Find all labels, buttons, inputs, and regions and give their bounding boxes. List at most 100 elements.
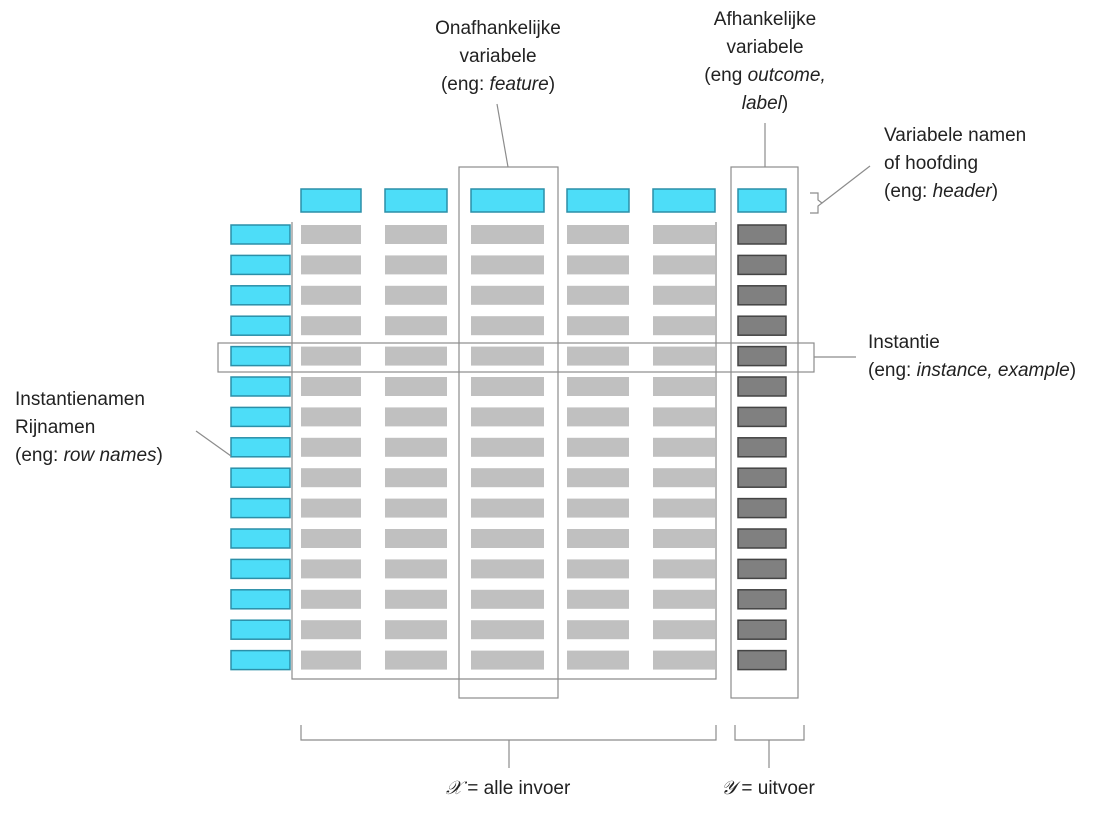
row-names-label: Instantienamen Rijnamen (eng: row names) bbox=[15, 389, 163, 466]
row-name-cell bbox=[230, 406, 291, 428]
feature-cell bbox=[385, 377, 447, 396]
feature-cell bbox=[301, 589, 361, 609]
outcome-cell bbox=[737, 285, 787, 306]
row-name-cell bbox=[230, 376, 291, 397]
feature-cell bbox=[301, 529, 361, 548]
row-name-cell bbox=[230, 437, 291, 458]
header-pointer-line bbox=[821, 165, 871, 204]
row-name-cell bbox=[230, 315, 291, 336]
header-cell-5 bbox=[652, 188, 716, 213]
feature-cell bbox=[385, 437, 447, 457]
feature-cell bbox=[301, 285, 361, 305]
feature-cell bbox=[301, 346, 361, 366]
annotation-lines bbox=[195, 103, 871, 768]
outcome-cell bbox=[737, 558, 787, 580]
feature-cell bbox=[567, 377, 629, 396]
feature-label: Onafhankelijke variabele (eng: feature) bbox=[435, 18, 561, 95]
feature-cell bbox=[385, 225, 447, 244]
feature-cell bbox=[301, 316, 361, 336]
feature-cell bbox=[385, 559, 447, 579]
outcome-column-box bbox=[730, 166, 799, 699]
feature-cell bbox=[385, 407, 447, 427]
feature-cell bbox=[567, 437, 629, 457]
feature-cell bbox=[301, 255, 361, 275]
feature-cell bbox=[567, 468, 629, 488]
feature-cell bbox=[567, 346, 629, 366]
feature-cell bbox=[567, 316, 629, 336]
feature-cell bbox=[653, 225, 715, 244]
feature-cell bbox=[567, 650, 629, 670]
feature-block-outline bbox=[291, 222, 717, 680]
feature-cell bbox=[471, 407, 544, 427]
outcome-cell bbox=[737, 376, 787, 397]
feature-cell bbox=[385, 316, 447, 336]
row-names-pointer-line bbox=[195, 430, 232, 457]
feature-cell bbox=[471, 559, 544, 579]
feature-cell bbox=[653, 529, 715, 548]
feature-cell bbox=[653, 589, 715, 609]
outcome-cell bbox=[737, 315, 787, 336]
row-name-cell bbox=[230, 528, 291, 549]
feature-cell bbox=[471, 437, 544, 457]
outcome-cell bbox=[737, 224, 787, 245]
feature-cell bbox=[471, 650, 544, 670]
feature-cell bbox=[567, 285, 629, 305]
feature-cell bbox=[653, 437, 715, 457]
feature-cell bbox=[385, 468, 447, 488]
feature-cell bbox=[471, 346, 544, 366]
feature-column-box bbox=[458, 166, 559, 699]
outcome-cell bbox=[737, 406, 787, 428]
row-name-cell bbox=[230, 345, 291, 367]
feature-cell bbox=[301, 468, 361, 488]
feature-cell bbox=[385, 285, 447, 305]
row-name-cell bbox=[230, 254, 291, 276]
y-brace-label: 𝒴 = uitvoer bbox=[721, 777, 815, 799]
feature-cell bbox=[301, 620, 361, 640]
feature-cell bbox=[567, 498, 629, 518]
row-name-cell bbox=[230, 558, 291, 580]
outcome-cell bbox=[737, 345, 787, 367]
feature-cell bbox=[471, 285, 544, 305]
feature-cell bbox=[471, 225, 544, 244]
feature-cell bbox=[653, 255, 715, 275]
feature-cell bbox=[471, 498, 544, 518]
row-name-cell bbox=[230, 619, 291, 640]
feature-cell bbox=[653, 316, 715, 336]
feature-cell bbox=[385, 589, 447, 609]
feature-cell bbox=[653, 620, 715, 640]
feature-cell bbox=[301, 650, 361, 670]
outcome-cell bbox=[737, 497, 787, 519]
feature-cell bbox=[301, 407, 361, 427]
row-name-cell bbox=[230, 589, 291, 610]
feature-cell bbox=[567, 559, 629, 579]
header-cell-3 bbox=[470, 188, 545, 213]
feature-pointer-line bbox=[496, 103, 509, 168]
outcome-label: Afhankelijke variabele (eng outcome, lab… bbox=[704, 9, 826, 114]
feature-cell bbox=[471, 468, 544, 488]
feature-cell bbox=[471, 529, 544, 548]
row-name-cell bbox=[230, 497, 291, 519]
outcome-cell bbox=[737, 467, 787, 488]
outcome-cell bbox=[737, 619, 787, 640]
feature-cell bbox=[471, 620, 544, 640]
feature-cell bbox=[385, 255, 447, 275]
feature-cell bbox=[567, 407, 629, 427]
feature-cell bbox=[567, 255, 629, 275]
row-name-cell bbox=[230, 224, 291, 245]
instance-label: Instantie (eng: instance, example) bbox=[868, 332, 1077, 381]
feature-cell bbox=[301, 559, 361, 579]
feature-cell bbox=[471, 589, 544, 609]
outcome-cell bbox=[737, 437, 787, 458]
feature-cell bbox=[653, 346, 715, 366]
feature-cell bbox=[653, 407, 715, 427]
x-brace-label: 𝒳 = alle invoer bbox=[445, 777, 571, 799]
row-name-cell bbox=[230, 649, 291, 671]
feature-cell bbox=[471, 316, 544, 336]
feature-cell bbox=[301, 437, 361, 457]
feature-cell bbox=[385, 620, 447, 640]
feature-cell bbox=[471, 377, 544, 396]
feature-cell bbox=[301, 377, 361, 396]
header-cell-1 bbox=[300, 188, 362, 213]
feature-cell bbox=[385, 650, 447, 670]
